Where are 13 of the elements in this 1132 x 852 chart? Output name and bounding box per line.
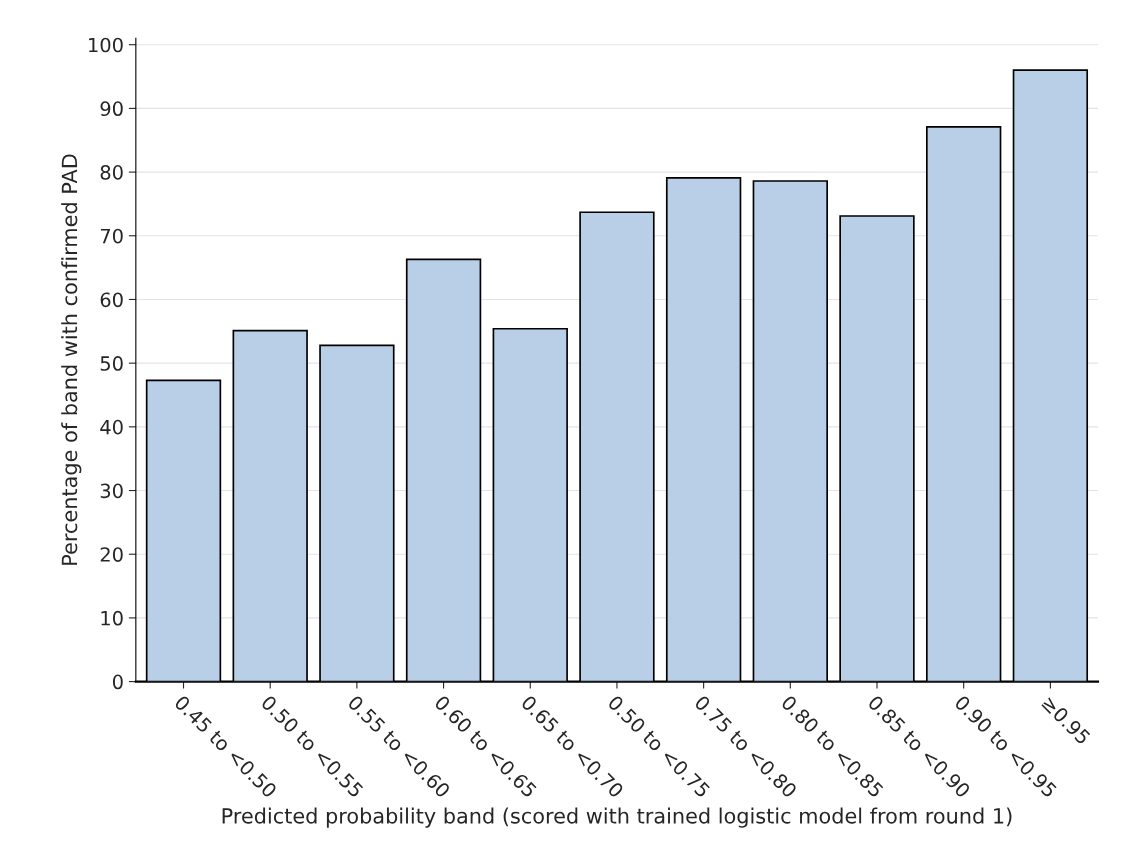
x-axis-title: Predicted probability band (scored with trained logistic model from round 1)	[222, 807, 1012, 828]
y-tick-label: 60	[100, 292, 123, 308]
y-tick-label: 80	[100, 165, 123, 180]
y-tick-label: 20	[100, 547, 123, 562]
y-tick-label: 90	[100, 101, 123, 117]
y-tick-label: 10	[101, 610, 123, 626]
y-tick-label: 100	[89, 37, 123, 53]
y-tick-label: 30	[100, 483, 123, 499]
y-tick-label: 0	[112, 674, 123, 690]
y-tick-label: 70	[100, 228, 123, 244]
y-axis-title: Percentage of band with confirmed PAD	[61, 154, 82, 565]
y-tick-label: 50	[100, 356, 123, 371]
y-tick-label: 40	[100, 419, 123, 435]
